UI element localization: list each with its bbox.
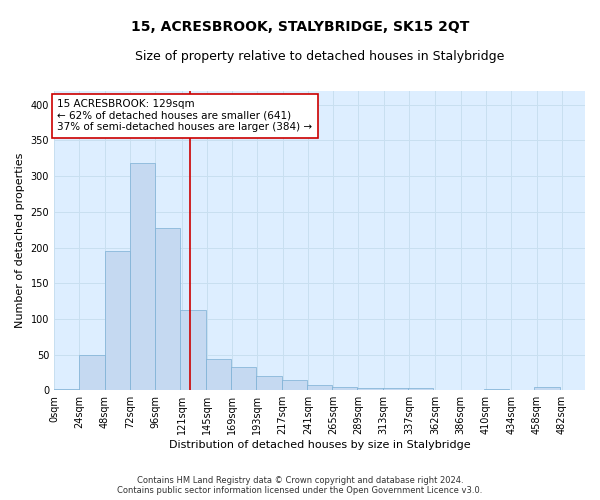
Bar	[256, 376, 281, 390]
Bar	[535, 388, 560, 390]
Title: Size of property relative to detached houses in Stalybridge: Size of property relative to detached ho…	[135, 50, 504, 63]
Bar	[104, 251, 130, 390]
Bar	[231, 366, 256, 390]
Y-axis label: Number of detached properties: Number of detached properties	[15, 152, 25, 328]
Text: Contains HM Land Registry data © Crown copyright and database right 2024.
Contai: Contains HM Land Registry data © Crown c…	[118, 476, 482, 495]
Bar	[130, 164, 155, 390]
Bar	[79, 354, 104, 390]
Bar	[206, 359, 231, 390]
Bar	[383, 388, 408, 390]
Bar	[54, 389, 79, 390]
Bar	[307, 385, 332, 390]
Bar	[358, 388, 383, 390]
X-axis label: Distribution of detached houses by size in Stalybridge: Distribution of detached houses by size …	[169, 440, 470, 450]
Bar	[181, 310, 206, 390]
Bar	[408, 388, 433, 390]
Bar	[155, 228, 181, 390]
Bar	[281, 380, 307, 390]
Bar	[484, 389, 509, 390]
Text: 15, ACRESBROOK, STALYBRIDGE, SK15 2QT: 15, ACRESBROOK, STALYBRIDGE, SK15 2QT	[131, 20, 469, 34]
Text: 15 ACRESBROOK: 129sqm
← 62% of detached houses are smaller (641)
37% of semi-det: 15 ACRESBROOK: 129sqm ← 62% of detached …	[57, 99, 313, 132]
Bar	[332, 386, 358, 390]
